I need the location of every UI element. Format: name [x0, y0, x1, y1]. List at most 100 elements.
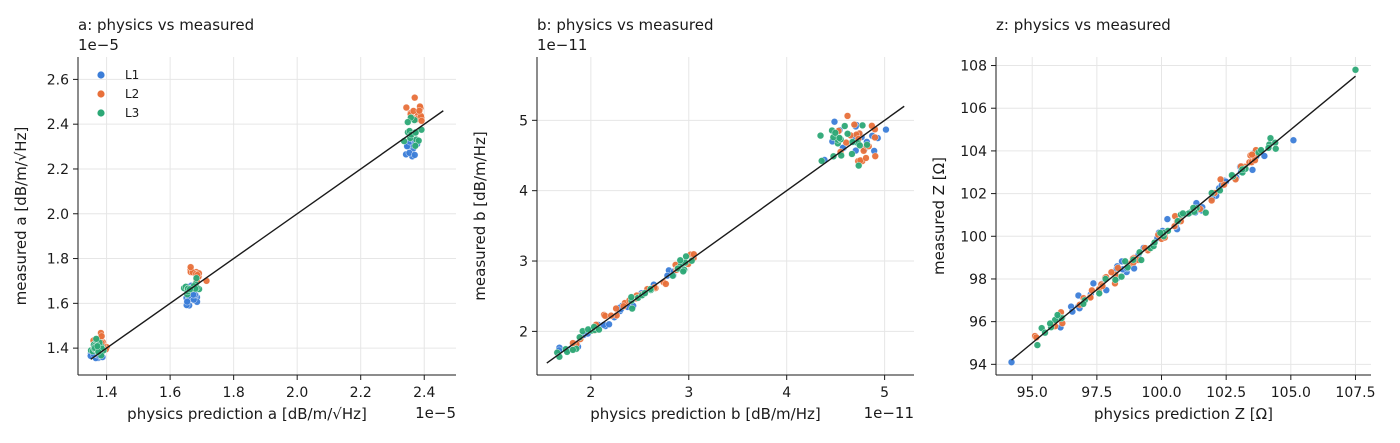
- data-point: [835, 134, 844, 142]
- data-point: [871, 133, 879, 142]
- x-axis-offset: 1e−11: [864, 404, 914, 422]
- data-point: [415, 137, 423, 145]
- data-point: [1202, 209, 1210, 217]
- data-point: [1117, 273, 1126, 281]
- x-tick-label: 2.2: [350, 385, 372, 401]
- y-tick-label: 2.0: [47, 207, 69, 223]
- data-point: [848, 150, 856, 158]
- data-point: [183, 298, 191, 306]
- chart-title: b: physics vs measured: [537, 16, 713, 34]
- y-tick-label: 1.8: [47, 252, 69, 268]
- x-tick-label: 1.4: [95, 385, 117, 401]
- data-point: [1095, 289, 1103, 297]
- data-point: [1163, 215, 1171, 223]
- data-point: [1179, 209, 1187, 218]
- data-point: [411, 94, 419, 102]
- series-L2: [89, 94, 426, 353]
- x-tick-label: 102.5: [1206, 385, 1246, 401]
- x-tick-label: 95.0: [1017, 385, 1048, 401]
- x-tick-label: 2: [586, 385, 595, 401]
- y-tick-label: 4: [519, 184, 528, 200]
- y-axis-offset: 1e−5: [78, 36, 119, 54]
- data-point: [1137, 256, 1145, 264]
- series-L2: [569, 112, 879, 353]
- data-point: [1248, 150, 1256, 159]
- data-point: [1351, 66, 1360, 74]
- data-point: [882, 126, 890, 134]
- chart-panel-2: 2 3 4 5 2 3 4 5 b: physics vs measured 1e−11 1e−11…: [471, 16, 914, 423]
- x-axis-offset: 1e−5: [415, 404, 456, 422]
- data-point: [1111, 276, 1119, 284]
- y-tick-label: 2.4: [47, 117, 69, 133]
- x-tick-label: 97.5: [1081, 385, 1112, 401]
- data-point: [92, 335, 100, 343]
- data-point: [1089, 279, 1098, 287]
- chart-title: a: physics vs measured: [78, 16, 254, 34]
- chart-title: z: physics vs measured: [996, 16, 1171, 34]
- data-point: [830, 118, 839, 126]
- data-point: [1053, 311, 1062, 319]
- data-point: [831, 129, 839, 137]
- data-point: [1208, 189, 1216, 197]
- data-point: [816, 132, 825, 140]
- y-tick-label: 5: [519, 113, 528, 129]
- data-point: [1272, 145, 1280, 153]
- data-point: [612, 304, 620, 313]
- data-point: [843, 112, 852, 120]
- data-point: [1088, 286, 1096, 294]
- y-tick-label: 3: [519, 254, 528, 270]
- data-point: [1114, 264, 1122, 272]
- data-point: [415, 107, 423, 115]
- chart-panel-1: 1.4 1.6 1.8 2.0 2.2 2.4 1.4 1.6 1.8 2.0 2.2 2.4 2.6 a…: [12, 16, 456, 423]
- data-point: [1208, 196, 1216, 205]
- data-point: [1260, 152, 1268, 160]
- y-tick-label: 104: [960, 144, 987, 160]
- data-point: [411, 142, 419, 150]
- y-tick-label: 2.6: [47, 72, 69, 88]
- data-point: [628, 304, 636, 313]
- data-point: [844, 130, 852, 138]
- legend-marker-L3: [97, 109, 105, 117]
- data-point: [1216, 175, 1225, 183]
- legend: L1 L2 L3: [97, 68, 139, 120]
- series-L1: [87, 135, 421, 362]
- data-point: [1156, 229, 1164, 237]
- data-point: [679, 267, 687, 275]
- data-point: [850, 121, 858, 129]
- series-L2: [1031, 146, 1262, 341]
- data-point: [1121, 257, 1129, 265]
- y-axis-offset: 1e−11: [537, 36, 587, 54]
- data-point: [1174, 217, 1182, 225]
- x-tick-label: 5: [880, 385, 889, 401]
- data-point: [411, 151, 419, 159]
- data-point: [605, 320, 613, 328]
- y-tick-label: 96: [969, 315, 987, 331]
- data-point: [1289, 136, 1298, 144]
- data-point: [1046, 319, 1054, 328]
- x-tick-label: 107.5: [1335, 385, 1375, 401]
- legend-label-L3: L3: [125, 106, 139, 120]
- legend-marker-L1: [97, 71, 105, 79]
- x-tick-label: 2.0: [286, 385, 308, 401]
- data-point: [1248, 166, 1257, 174]
- data-point: [569, 346, 577, 354]
- legend-label-L2: L2: [125, 87, 139, 101]
- data-point: [856, 141, 864, 149]
- identity-line: [90, 110, 444, 360]
- data-point: [682, 252, 690, 260]
- x-tick-label: 1.8: [223, 385, 245, 401]
- series-L3: [87, 114, 426, 360]
- data-point: [1033, 341, 1041, 349]
- y-axis-label: measured b [dB/m/Hz]: [471, 131, 489, 300]
- identity-line: [1011, 75, 1356, 361]
- chart-panel-3: 95.0 97.5 100.0 102.5 105.0 107.5 94 96 98 100 102…: [930, 16, 1376, 423]
- y-axis-label: measured a [dB/m/√Hz]: [12, 127, 30, 306]
- x-tick-label: 4: [782, 385, 791, 401]
- x-axis-label: physics prediction b [dB/m/Hz]: [590, 405, 820, 423]
- data-point: [1107, 268, 1115, 276]
- y-tick-label: 1.4: [47, 341, 69, 357]
- y-tick-label: 108: [960, 59, 987, 75]
- x-tick-label: 1.6: [159, 385, 181, 401]
- data-point: [871, 152, 879, 160]
- data-point: [627, 293, 635, 301]
